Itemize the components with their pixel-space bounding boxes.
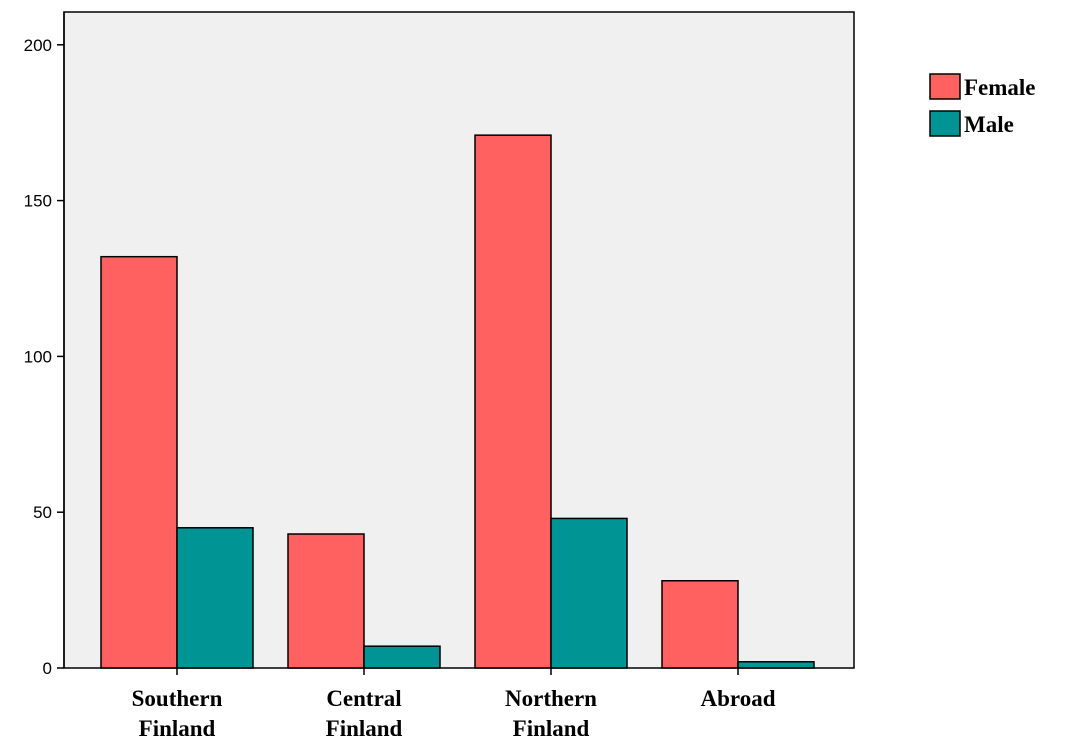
legend-swatch-male [929,110,961,137]
bar-male-1 [176,527,254,669]
x-tick-label: Northern Finland [505,686,597,741]
y-tick-label: 50 [33,503,52,522]
bar-male-3 [550,517,628,669]
y-tick-label: 200 [24,36,52,55]
legend: Female Male [929,73,1036,137]
y-axis: 0 50 100 150 200 [24,12,65,678]
y-tick-label: 0 [43,659,52,678]
x-tick-label: Abroad [701,686,776,711]
x-tick-label: Central Finland [326,686,403,741]
bar-male-2 [363,645,441,669]
bars [100,134,815,669]
y-tick-label: 100 [24,347,52,366]
bar-male-4 [737,661,815,669]
bar-female-1 [100,255,178,669]
x-tick-label: Southern Finland [132,686,223,741]
x-axis-labels: Southern Finland Central Finland Northern Fin… [132,668,776,741]
bar-female-2 [287,533,365,669]
legend-swatch-female [929,73,961,100]
bar-female-4 [661,580,739,669]
legend-label-male: Male [964,112,1014,137]
bar-female-3 [474,134,552,669]
y-tick-label: 150 [24,192,52,211]
legend-label-female: Female [964,75,1036,100]
